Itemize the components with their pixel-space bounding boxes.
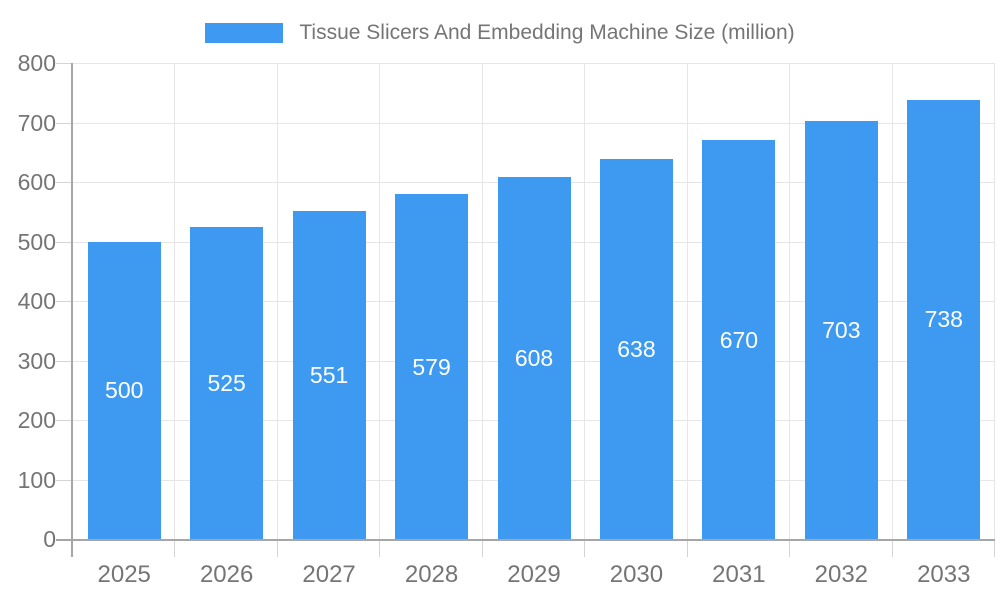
y-axis-tick-label: 800: [17, 50, 56, 76]
y-axis-tick-label: 0: [43, 526, 56, 552]
gridline-vertical: [789, 63, 790, 539]
gridline-vertical: [584, 63, 585, 539]
x-tick-mark: [994, 539, 995, 557]
y-axis-tick-label: 600: [17, 169, 56, 195]
gridline-vertical: [277, 63, 278, 539]
bar-value-label: 551: [309, 362, 349, 389]
y-axis-tick-label: 500: [17, 228, 56, 255]
bar: 608: [497, 177, 571, 539]
x-axis-tick-label: 2029: [507, 561, 561, 588]
bar: 670: [702, 140, 776, 539]
bar: 638: [599, 159, 673, 539]
bar-value-label: 638: [617, 336, 656, 363]
bar-value-label: 608: [514, 345, 554, 372]
bar-value-label: 500: [105, 377, 144, 404]
x-axis-tick-label: 2025: [97, 561, 151, 588]
y-axis-tick-label: 700: [17, 109, 56, 136]
y-tick-mark: [56, 242, 73, 243]
y-tick-mark: [56, 123, 73, 124]
y-tick-mark: [56, 420, 73, 421]
x-tick-mark: [379, 539, 380, 557]
x-axis-tick-label: 2026: [199, 561, 254, 588]
x-tick-mark: [789, 539, 790, 557]
gridline-vertical: [892, 63, 893, 539]
gridline-vertical: [994, 63, 995, 539]
x-tick-mark: [174, 539, 175, 557]
y-tick-mark: [56, 480, 73, 481]
plot-area: 0 100 200 300 400 500 600 700 800 500 525 551 579 608…: [18, 50, 995, 588]
y-axis-tick-label: 200: [17, 407, 56, 433]
y-axis-tick-label: 400: [17, 288, 56, 314]
x-tick-mark: [277, 539, 278, 557]
bar: 525: [190, 226, 264, 539]
legend-label: Tissue Slicers And Embedding Machine Siz…: [299, 21, 795, 44]
y-tick-mark: [56, 301, 73, 302]
x-axis-tick-label: 2033: [917, 561, 971, 588]
gridline-vertical: [687, 63, 688, 539]
y-axis-line: [71, 63, 73, 557]
legend-item[interactable]: Tissue Slicers And Embedding Machine Siz…: [0, 20, 1000, 46]
gridline-vertical: [482, 63, 483, 539]
y-axis-tick-label: 300: [17, 347, 56, 374]
x-axis-tick-label: 2027: [302, 561, 356, 588]
x-axis-tick-label: 2032: [814, 561, 869, 588]
bar-value-label: 525: [207, 369, 246, 396]
bar-value-label: 738: [924, 306, 963, 333]
bar: 738: [907, 99, 981, 539]
bar: 703: [804, 120, 878, 539]
gridline-horizontal: [73, 63, 995, 64]
bar-value-label: 579: [412, 353, 451, 380]
bar-value-label: 703: [822, 316, 861, 343]
x-tick-mark: [482, 539, 483, 557]
y-tick-mark: [56, 361, 73, 362]
x-tick-mark: [687, 539, 688, 557]
gridline-vertical: [174, 63, 175, 539]
y-tick-mark: [56, 63, 73, 64]
y-axis-tick-label: 100: [17, 466, 56, 493]
bar-value-label: 670: [719, 326, 759, 353]
gridline-horizontal: [73, 123, 995, 124]
bar: 579: [395, 194, 469, 539]
x-tick-mark: [892, 539, 893, 557]
x-axis-line: [56, 539, 995, 541]
x-tick-mark: [584, 539, 585, 557]
gridline-vertical: [379, 63, 380, 539]
x-axis-tick-label: 2031: [712, 561, 766, 588]
x-axis-tick-label: 2030: [609, 561, 664, 588]
legend-swatch: [205, 23, 284, 43]
y-tick-mark: [56, 182, 73, 183]
bar: 551: [292, 211, 366, 539]
x-axis-tick-label: 2028: [404, 561, 459, 588]
bar: 500: [87, 241, 161, 539]
